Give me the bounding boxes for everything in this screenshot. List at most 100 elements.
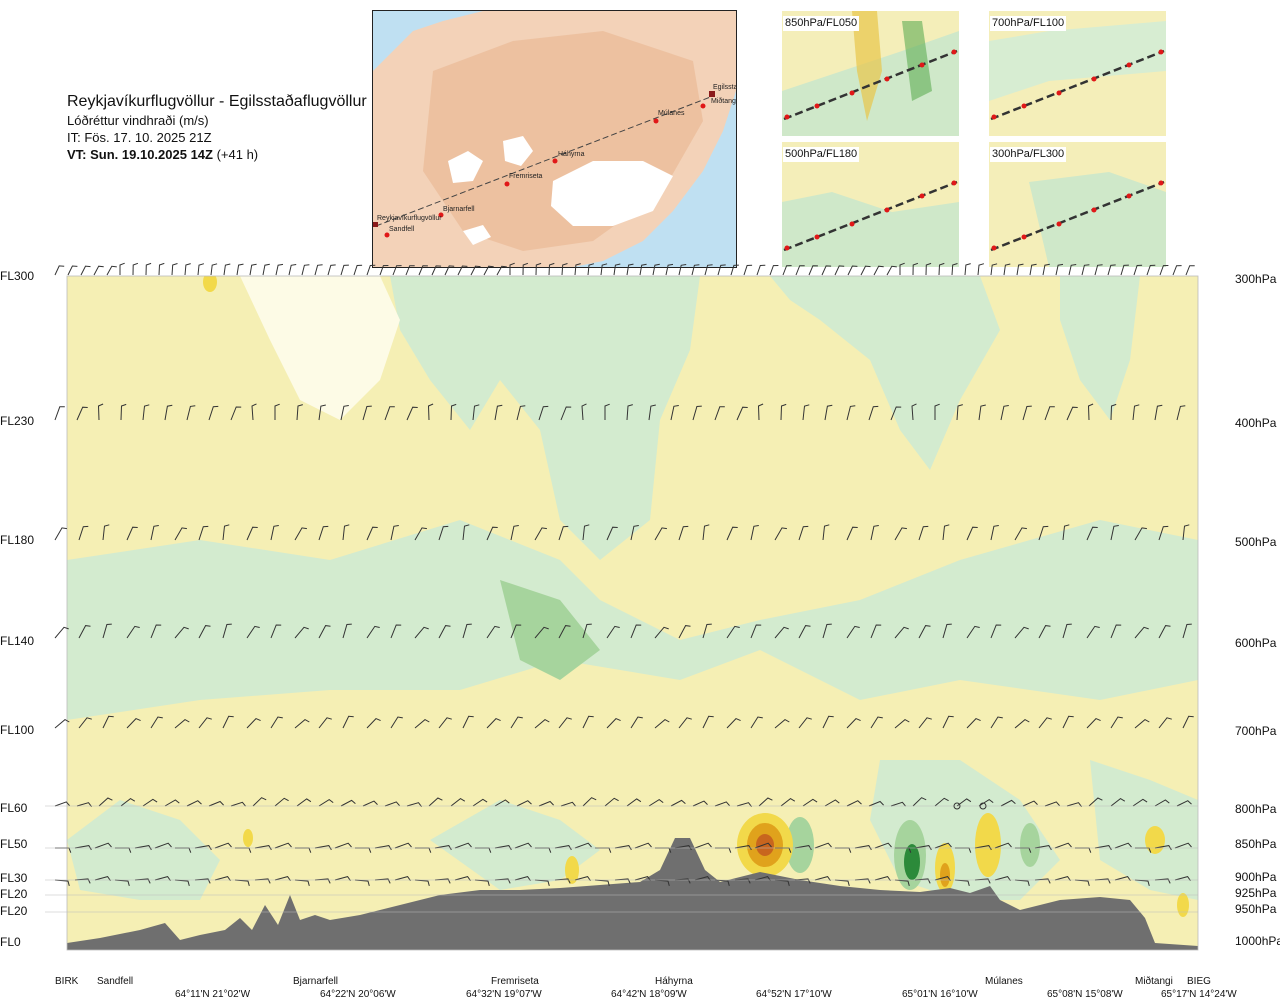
wind-barb — [514, 876, 531, 881]
sink-cell-2 — [935, 843, 955, 893]
wind-barb — [726, 625, 740, 639]
wind-barb — [354, 879, 370, 887]
wind-barb — [868, 800, 884, 807]
wind-barb — [1074, 879, 1090, 887]
wind-barb — [1154, 404, 1163, 421]
left-level-fl60: FL60 — [0, 801, 28, 815]
wind-barb — [1132, 404, 1140, 421]
wind-barb — [342, 524, 350, 541]
wind-barb — [486, 718, 501, 729]
wind-barb — [246, 718, 261, 729]
wind-barb — [150, 716, 163, 729]
left-level-fl20a: FL20 — [0, 887, 28, 901]
wind-barb — [208, 405, 219, 421]
wind-barb — [702, 623, 712, 639]
sink-cell-6 — [1145, 826, 1165, 854]
wind-barb — [604, 403, 610, 420]
sink-cell-top — [203, 276, 217, 292]
wind-barb — [1135, 847, 1152, 853]
wind-barb — [134, 845, 152, 851]
wind-barb — [595, 847, 612, 853]
wind-barb — [954, 879, 970, 887]
wind-barb — [894, 718, 910, 729]
wind-barb — [254, 878, 271, 884]
wind-barb — [366, 625, 380, 639]
wind-barb — [757, 403, 764, 421]
wind-barb — [614, 845, 632, 851]
wind-barb — [534, 879, 550, 887]
station-bieg: BIEG — [1187, 976, 1211, 987]
wind-barb — [794, 878, 811, 884]
wind-barb — [318, 404, 326, 421]
wind-barb — [210, 263, 218, 276]
left-level-fl30: FL30 — [0, 871, 28, 885]
wind-barb — [1038, 717, 1052, 729]
wind-barb — [355, 847, 372, 853]
rise-region-upper-2 — [770, 276, 1000, 470]
wind-barb — [966, 625, 980, 639]
wind-barb — [824, 799, 840, 807]
wind-barb — [54, 265, 65, 276]
wind-barb — [288, 264, 297, 276]
wind-barb — [494, 845, 512, 851]
airport-bieg — [709, 91, 715, 97]
wind-barb — [126, 526, 138, 541]
wind-barb — [318, 717, 332, 729]
wind-barb — [1014, 527, 1027, 541]
right-level-400: 400hPa — [1235, 416, 1277, 430]
wind-barb — [1086, 625, 1100, 639]
wind-barb — [846, 800, 862, 807]
field-background — [67, 276, 1198, 950]
station-bjarnarfell: Bjarnarfell — [293, 976, 339, 987]
wind-barb — [990, 525, 999, 541]
wind-barb — [54, 527, 67, 541]
wind-barb — [808, 265, 818, 276]
wind-barb — [374, 845, 392, 851]
wind-barb — [340, 405, 349, 421]
wind-barb — [126, 718, 141, 729]
wind-barb — [353, 264, 363, 276]
wind-barb — [102, 623, 112, 639]
wind-barb — [175, 847, 192, 853]
wind-barb — [654, 718, 670, 729]
wind-barb — [342, 623, 352, 639]
wind-barb — [1185, 265, 1195, 276]
map-label-sandfell: Sandfell — [389, 226, 415, 233]
wind-barb — [750, 716, 763, 729]
wind-barb — [132, 262, 139, 276]
station-sandfell: Sandfell — [97, 976, 134, 987]
wind-barb — [648, 798, 664, 807]
wind-barb — [734, 878, 751, 884]
coord-6: 65°01'N 16°10'W — [902, 989, 978, 1000]
left-level-fl140: FL140 — [0, 634, 35, 648]
wind-barb — [726, 526, 738, 541]
mini-map-500: 500hPa/FL180 — [782, 142, 959, 267]
wind-barb — [1014, 879, 1030, 887]
wind-barb — [994, 876, 1011, 881]
wind-barb — [874, 876, 891, 881]
left-level-fl0: FL0 — [0, 935, 21, 949]
wind-barb — [560, 406, 572, 421]
wind-barb — [294, 879, 310, 887]
wind-barb — [246, 625, 260, 639]
left-level-fl300: FL300 — [0, 269, 35, 283]
sink-cell-1-mid — [747, 823, 783, 867]
wind-barb — [94, 876, 111, 881]
waypoint-sandfell — [384, 232, 390, 238]
map-label-reykjavik: Reykjavíkurflugvöllur — [377, 215, 442, 222]
wind-barb — [294, 527, 307, 541]
wind-barb — [93, 265, 104, 276]
wind-barb — [780, 797, 796, 807]
wind-barb — [802, 798, 818, 807]
wind-barb — [582, 797, 597, 807]
wind-barb — [834, 265, 845, 276]
wind-barb — [1110, 403, 1117, 421]
wind-barb — [835, 847, 852, 853]
wind-barb — [821, 265, 832, 276]
wind-barb — [560, 801, 576, 807]
waypoint-fremriseta — [504, 181, 510, 187]
wind-barb — [246, 526, 258, 541]
glacier-langjokull — [448, 151, 483, 183]
wind-barb — [715, 847, 732, 853]
left-level-fl50: FL50 — [0, 837, 28, 851]
